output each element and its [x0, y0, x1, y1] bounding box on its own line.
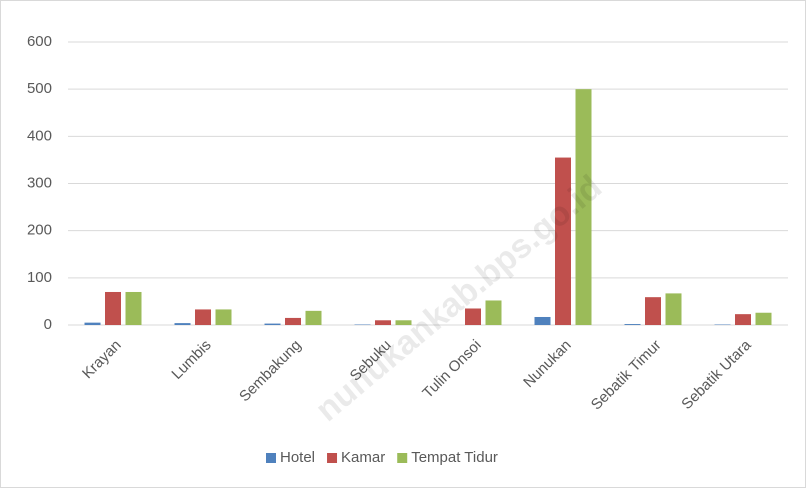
bar [84, 322, 101, 325]
legend-swatch [327, 453, 338, 463]
legend-label: Tempat Tidur [411, 449, 498, 466]
bar [465, 308, 481, 325]
y-tick-label: 600 [27, 33, 52, 50]
bar [375, 320, 391, 325]
legend-swatch [266, 453, 276, 463]
bar [735, 314, 751, 325]
legend-label: Kamar [341, 449, 385, 466]
legend-swatch [397, 453, 408, 463]
y-tick-label: 100 [27, 269, 52, 286]
y-tick-label: 300 [27, 174, 52, 191]
bar [264, 323, 281, 325]
bar [755, 312, 772, 325]
legend-label: Hotel [280, 449, 315, 466]
bar [285, 317, 301, 325]
bar [215, 309, 232, 325]
bar [485, 300, 502, 325]
bar [395, 320, 412, 325]
bar [665, 293, 682, 325]
bar [575, 89, 592, 326]
y-tick-label: 500 [27, 80, 52, 97]
y-tick-label: 400 [27, 127, 52, 144]
bar [534, 316, 551, 325]
y-tick-label: 200 [27, 222, 52, 239]
bar [195, 309, 211, 325]
bar [645, 297, 661, 325]
bar [555, 157, 571, 325]
bar [305, 310, 322, 325]
bar [174, 323, 191, 325]
bar [624, 324, 641, 325]
y-tick-label: 0 [44, 316, 52, 333]
bar [105, 291, 121, 325]
bar [125, 291, 142, 325]
